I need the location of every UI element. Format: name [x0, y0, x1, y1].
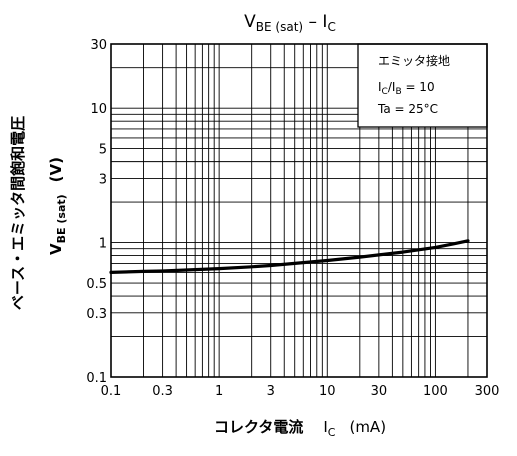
- legend-ib: /I: [388, 80, 396, 94]
- x-tick-label: 300: [475, 384, 500, 399]
- legend-ic-sub: C: [382, 87, 388, 97]
- y-axis-title-line2: VBE (sat) (V): [47, 157, 68, 255]
- chart-title-main: V: [244, 12, 256, 32]
- y-tick-label: 0.1: [86, 371, 107, 386]
- y-tick-label: 5: [99, 143, 107, 158]
- x-tick-labels: 0.1 0.3 1 3 10 30 100 300: [101, 384, 500, 399]
- chart-title-sub1: BE (sat): [256, 20, 303, 34]
- x-axis-title-sub: C: [328, 426, 336, 439]
- legend-line3: Ta = 25°C: [377, 102, 438, 116]
- y-axis-title-line1: ベース・エミッタ間飽和電圧: [9, 116, 27, 310]
- y-tick-label: 1: [99, 237, 107, 252]
- y-tick-labels: 0.1 0.3 0.5 1 3 5 10 30: [86, 38, 107, 386]
- series-line: [109, 239, 470, 274]
- y-axis-title-symbol: V: [47, 243, 65, 255]
- legend: エミッタ接地 IC/IB = 10 Ta = 25°C: [357, 43, 488, 128]
- x-axis-title-main: コレクタ電流: [214, 418, 303, 436]
- legend-box: [357, 43, 488, 128]
- x-tick-label: 3: [267, 384, 275, 399]
- y-axis-title-unit: (V): [47, 157, 65, 182]
- x-axis-title-unit: (mA): [349, 418, 386, 436]
- y-axis-title: ベース・エミッタ間飽和電圧 VBE (sat) (V): [9, 116, 68, 310]
- y-tick-label: 0.3: [86, 307, 107, 322]
- x-axis-title-symbol: I: [323, 418, 327, 436]
- chart-title-sub2: C: [327, 20, 335, 34]
- data-series: [109, 239, 470, 274]
- legend-line2: IC/IB = 10: [378, 80, 435, 97]
- legend-ib-sub: B: [395, 87, 401, 97]
- x-tick-label: 30: [371, 384, 388, 399]
- y-tick-label: 3: [99, 172, 107, 187]
- x-tick-label: 10: [319, 384, 336, 399]
- x-tick-label: 0.1: [101, 384, 122, 399]
- legend-line1: エミッタ接地: [378, 53, 450, 68]
- x-tick-label: 1: [215, 384, 223, 399]
- chart-title-dash: – I: [303, 12, 327, 32]
- chart-title: VBE (sat) – IC: [244, 12, 336, 34]
- y-tick-label: 0.5: [86, 277, 107, 292]
- y-tick-label: 10: [90, 102, 107, 117]
- x-tick-label: 0.3: [152, 384, 173, 399]
- x-axis-title: コレクタ電流 IC (mA): [214, 418, 386, 439]
- y-axis-title-sub: BE (sat): [55, 194, 68, 243]
- plot-frame: [110, 43, 488, 378]
- x-tick-label: 100: [423, 384, 448, 399]
- legend-ratio: = 10: [402, 80, 435, 94]
- y-tick-label: 30: [90, 38, 107, 53]
- legend-ic: I: [378, 80, 382, 94]
